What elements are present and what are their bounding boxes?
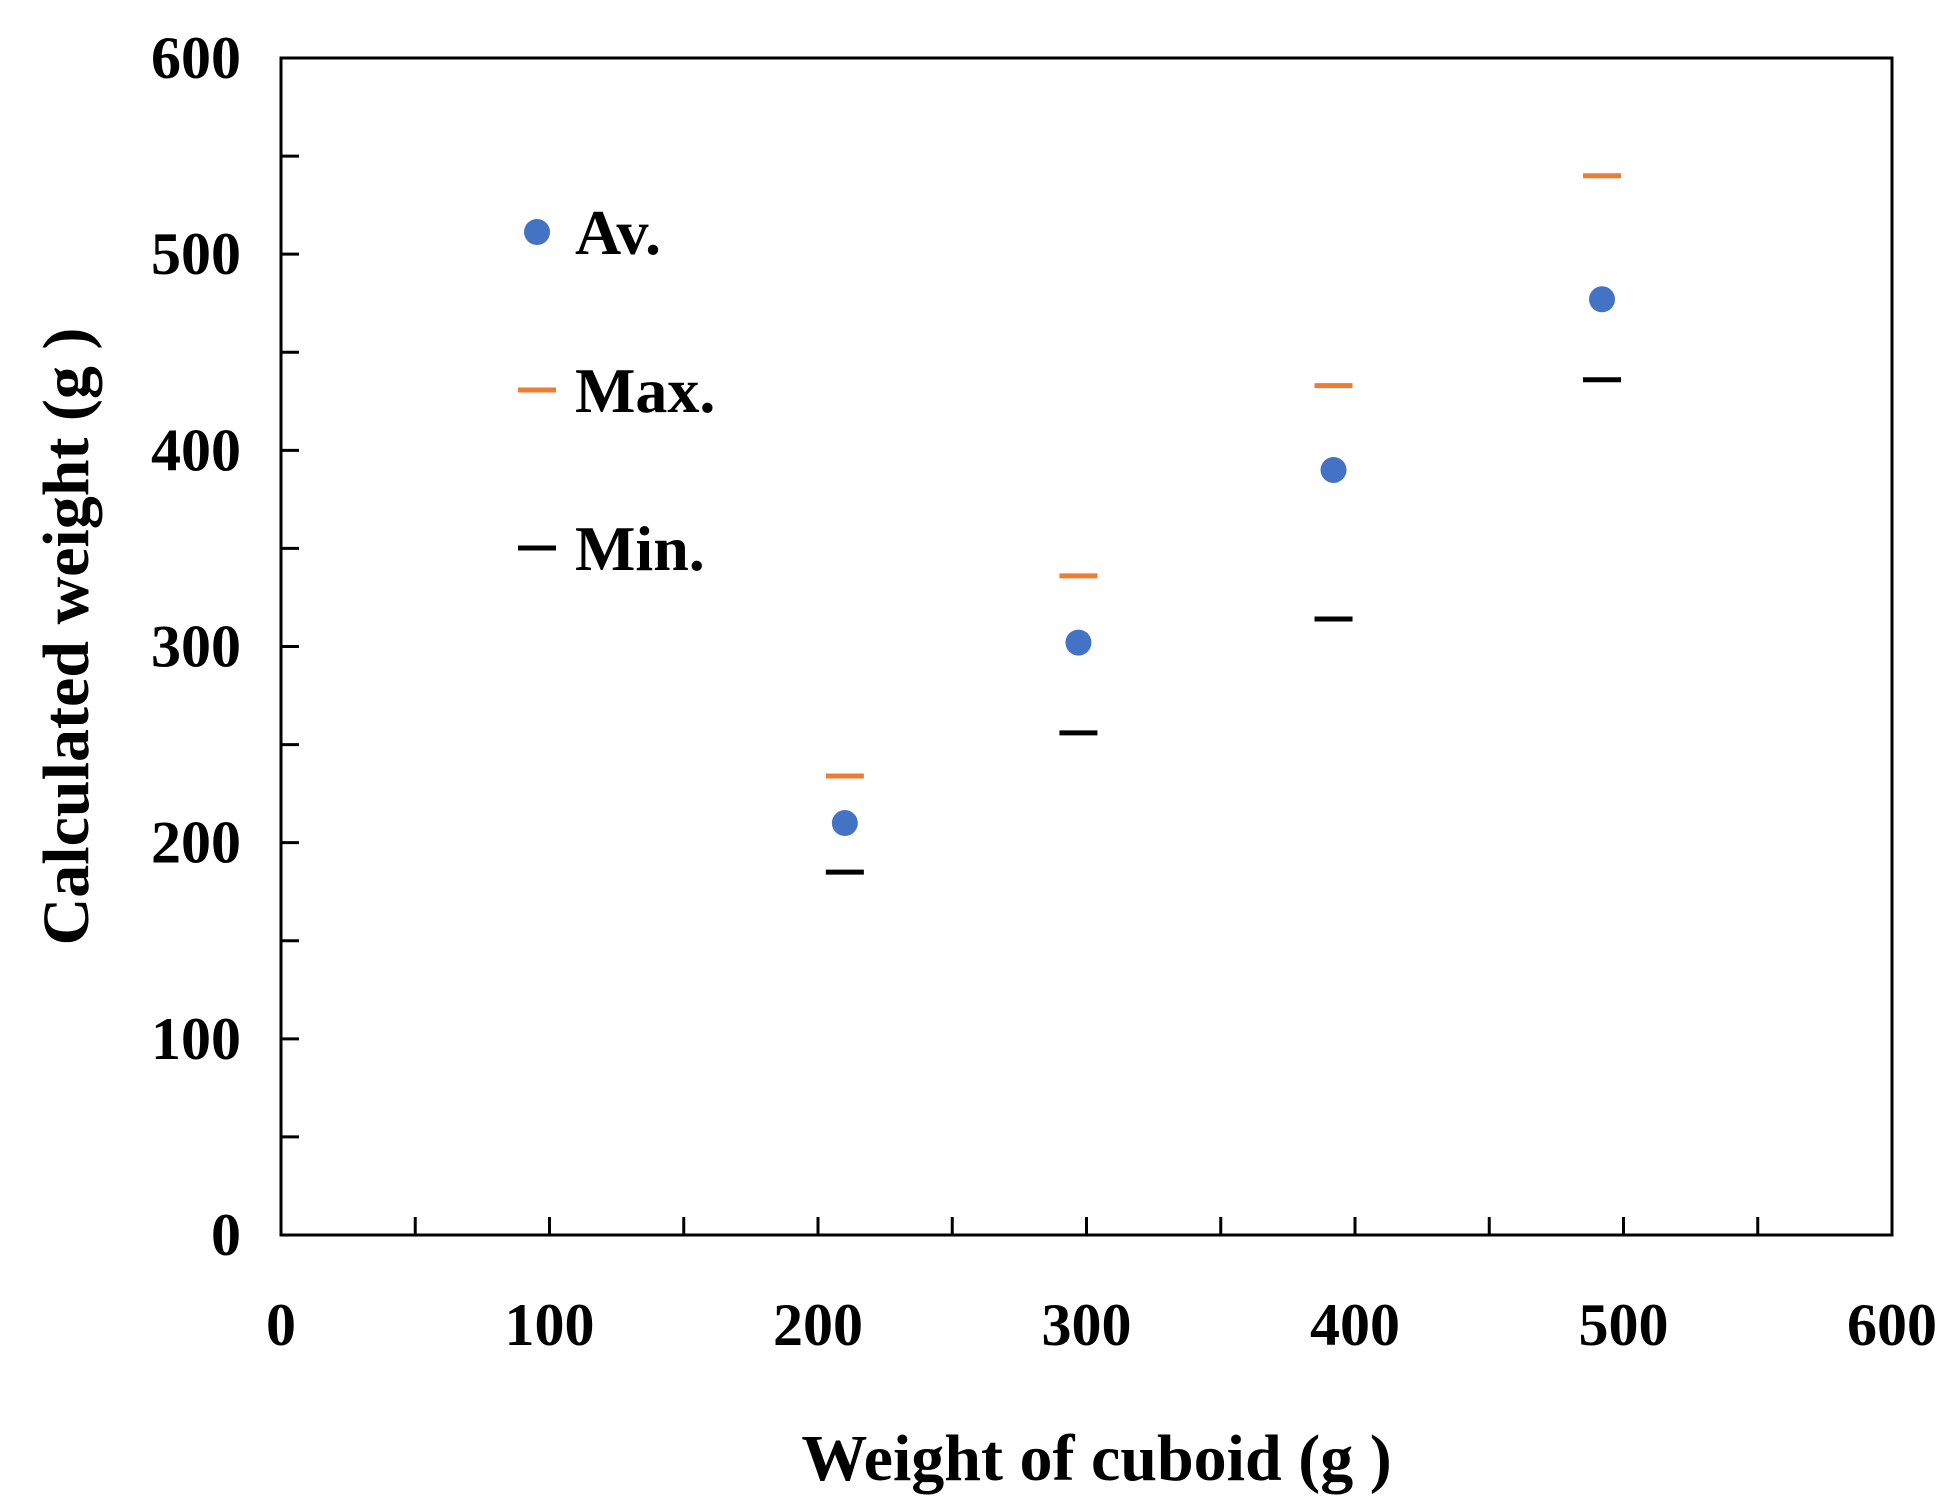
series-max	[825, 173, 1622, 779]
legend-label-max: Max.	[575, 355, 715, 426]
x-tick-label: 300	[1042, 1292, 1132, 1358]
legend-swatch-av	[524, 219, 550, 245]
y-tick-label: 300	[151, 614, 241, 680]
x-tick-label: 400	[1310, 1292, 1400, 1358]
x-tick-label: 600	[1847, 1292, 1937, 1358]
legend-item-max: Max.	[518, 355, 715, 426]
data-marks	[825, 173, 1622, 875]
legend-label-av: Av.	[575, 197, 661, 268]
axis-ticks	[279, 56, 1894, 1237]
legend-label-min: Min.	[575, 513, 705, 584]
x-tick-label: 500	[1579, 1292, 1669, 1358]
point-av	[1589, 286, 1616, 313]
x-tick-label: 100	[505, 1292, 595, 1358]
x-axis-title: Weight of cuboid (g )	[801, 1422, 1391, 1495]
series-min	[825, 377, 1622, 875]
legend: Av. Max. Min.	[518, 197, 715, 584]
y-axis-tick-labels: 0 100 200 300 400 500 600	[151, 25, 241, 1268]
y-tick-label: 100	[151, 1006, 241, 1072]
y-tick-label: 500	[151, 221, 241, 287]
x-tick-label: 0	[266, 1292, 296, 1358]
y-tick-label: 0	[211, 1202, 241, 1268]
y-tick-label: 200	[151, 810, 241, 876]
y-axis-title: Calculated weight (g )	[30, 328, 103, 946]
x-tick-label: 200	[773, 1292, 863, 1358]
x-axis-tick-labels: 0 100 200 300 400 500 600	[266, 1292, 1937, 1358]
legend-item-av: Av.	[524, 197, 661, 268]
y-tick-label: 600	[151, 25, 241, 91]
y-tick-label: 400	[151, 417, 241, 483]
point-av	[1320, 456, 1347, 483]
legend-item-min: Min.	[518, 513, 705, 584]
point-av	[831, 810, 858, 837]
series-av	[831, 286, 1616, 837]
point-av	[1065, 629, 1092, 656]
